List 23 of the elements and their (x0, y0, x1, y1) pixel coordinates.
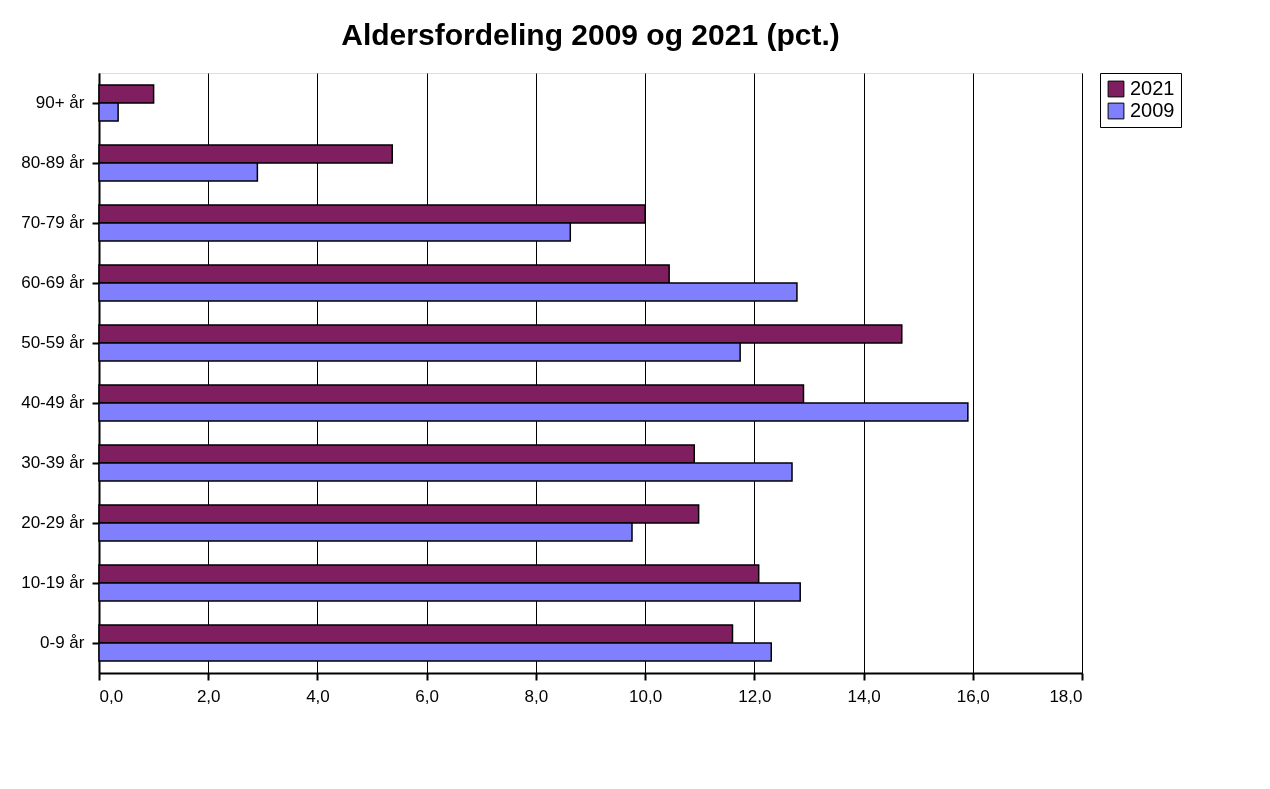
y-tick-label: 50-59 år (21, 333, 85, 352)
y-tick-label: 60-69 år (21, 273, 85, 292)
legend-label: 2021 (1130, 77, 1175, 99)
y-tick-label: 0-9 år (40, 633, 85, 652)
x-tick-label: 6,0 (415, 686, 439, 706)
x-tick-label: 18,0 (1049, 686, 1083, 706)
y-tick-label: 90+ år (35, 93, 85, 112)
x-tick-label: 12,0 (738, 686, 772, 706)
legend-label: 2009 (1130, 99, 1175, 121)
x-tick-label: 14,0 (847, 686, 881, 706)
x-tick-label: 16,0 (956, 686, 990, 706)
y-tick-label: 30-39 år (21, 453, 85, 472)
chart-title: Aldersfordeling 2009 og 2021 (pct.) (341, 17, 840, 51)
x-tick-label: 8,0 (524, 686, 549, 706)
y-tick-label: 40-49 år (21, 393, 85, 412)
y-tick-label: 10-19 år (21, 573, 85, 592)
y-tick-label: 20-29 år (21, 513, 85, 532)
x-tick-label: 10,0 (629, 686, 663, 706)
x-tick-label: 2,0 (196, 686, 221, 706)
y-tick-label: 70-79 år (21, 213, 85, 232)
x-tick-label: 0,0 (99, 686, 124, 706)
y-tick-label: 80-89 år (21, 153, 85, 172)
x-tick-label: 4,0 (306, 686, 330, 706)
